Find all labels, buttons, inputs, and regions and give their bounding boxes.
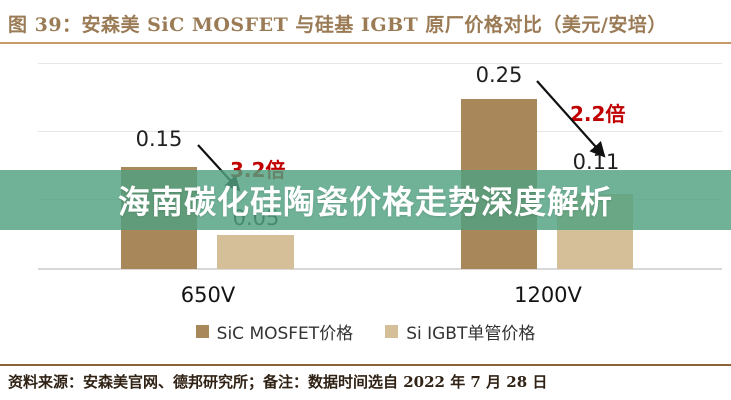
value-label-sic-1200v: 0.25: [475, 63, 523, 87]
gridline-0.3: [38, 63, 722, 64]
footer-divider: [0, 364, 731, 366]
legend-item-sic-mosfet: SiC MOSFET价格: [195, 319, 354, 344]
source-note: 资料来源：安森美官网、德邦研究所；备注：数据时间选自 2022 年 7 月 28…: [8, 373, 548, 391]
legend-swatch-sic-icon: [195, 325, 209, 338]
title-divider: [0, 42, 731, 44]
legend-swatch-si-icon: [385, 325, 399, 338]
promo-banner-text: 海南碳化硅陶瓷价格走势深度解析: [117, 183, 613, 221]
figure-title: 图 39：安森美 SiC MOSFET 与硅基 IGBT 原厂价格对比（美元/安…: [8, 14, 667, 36]
promo-banner: 海南碳化硅陶瓷价格走势深度解析: [0, 170, 731, 230]
x-axis-line: [38, 268, 722, 270]
legend-label-si: Si IGBT单管价格: [406, 324, 536, 344]
arrow-down-1200v-icon: [536, 80, 606, 158]
ratio-annotation-1200v: 2.2倍: [570, 102, 626, 126]
x-label-650v: 650V: [180, 283, 236, 307]
value-label-sic-650v: 0.15: [135, 127, 183, 151]
legend-item-si-igbt: Si IGBT单管价格: [385, 319, 535, 344]
gridline-0.2: [38, 131, 722, 132]
chart-legend: SiC MOSFET价格 Si IGBT单管价格: [0, 319, 731, 344]
legend-label-sic: SiC MOSFET价格: [216, 324, 354, 344]
bar-si-igbt-650v: [217, 235, 294, 269]
x-label-1200v: 1200V: [514, 283, 582, 307]
